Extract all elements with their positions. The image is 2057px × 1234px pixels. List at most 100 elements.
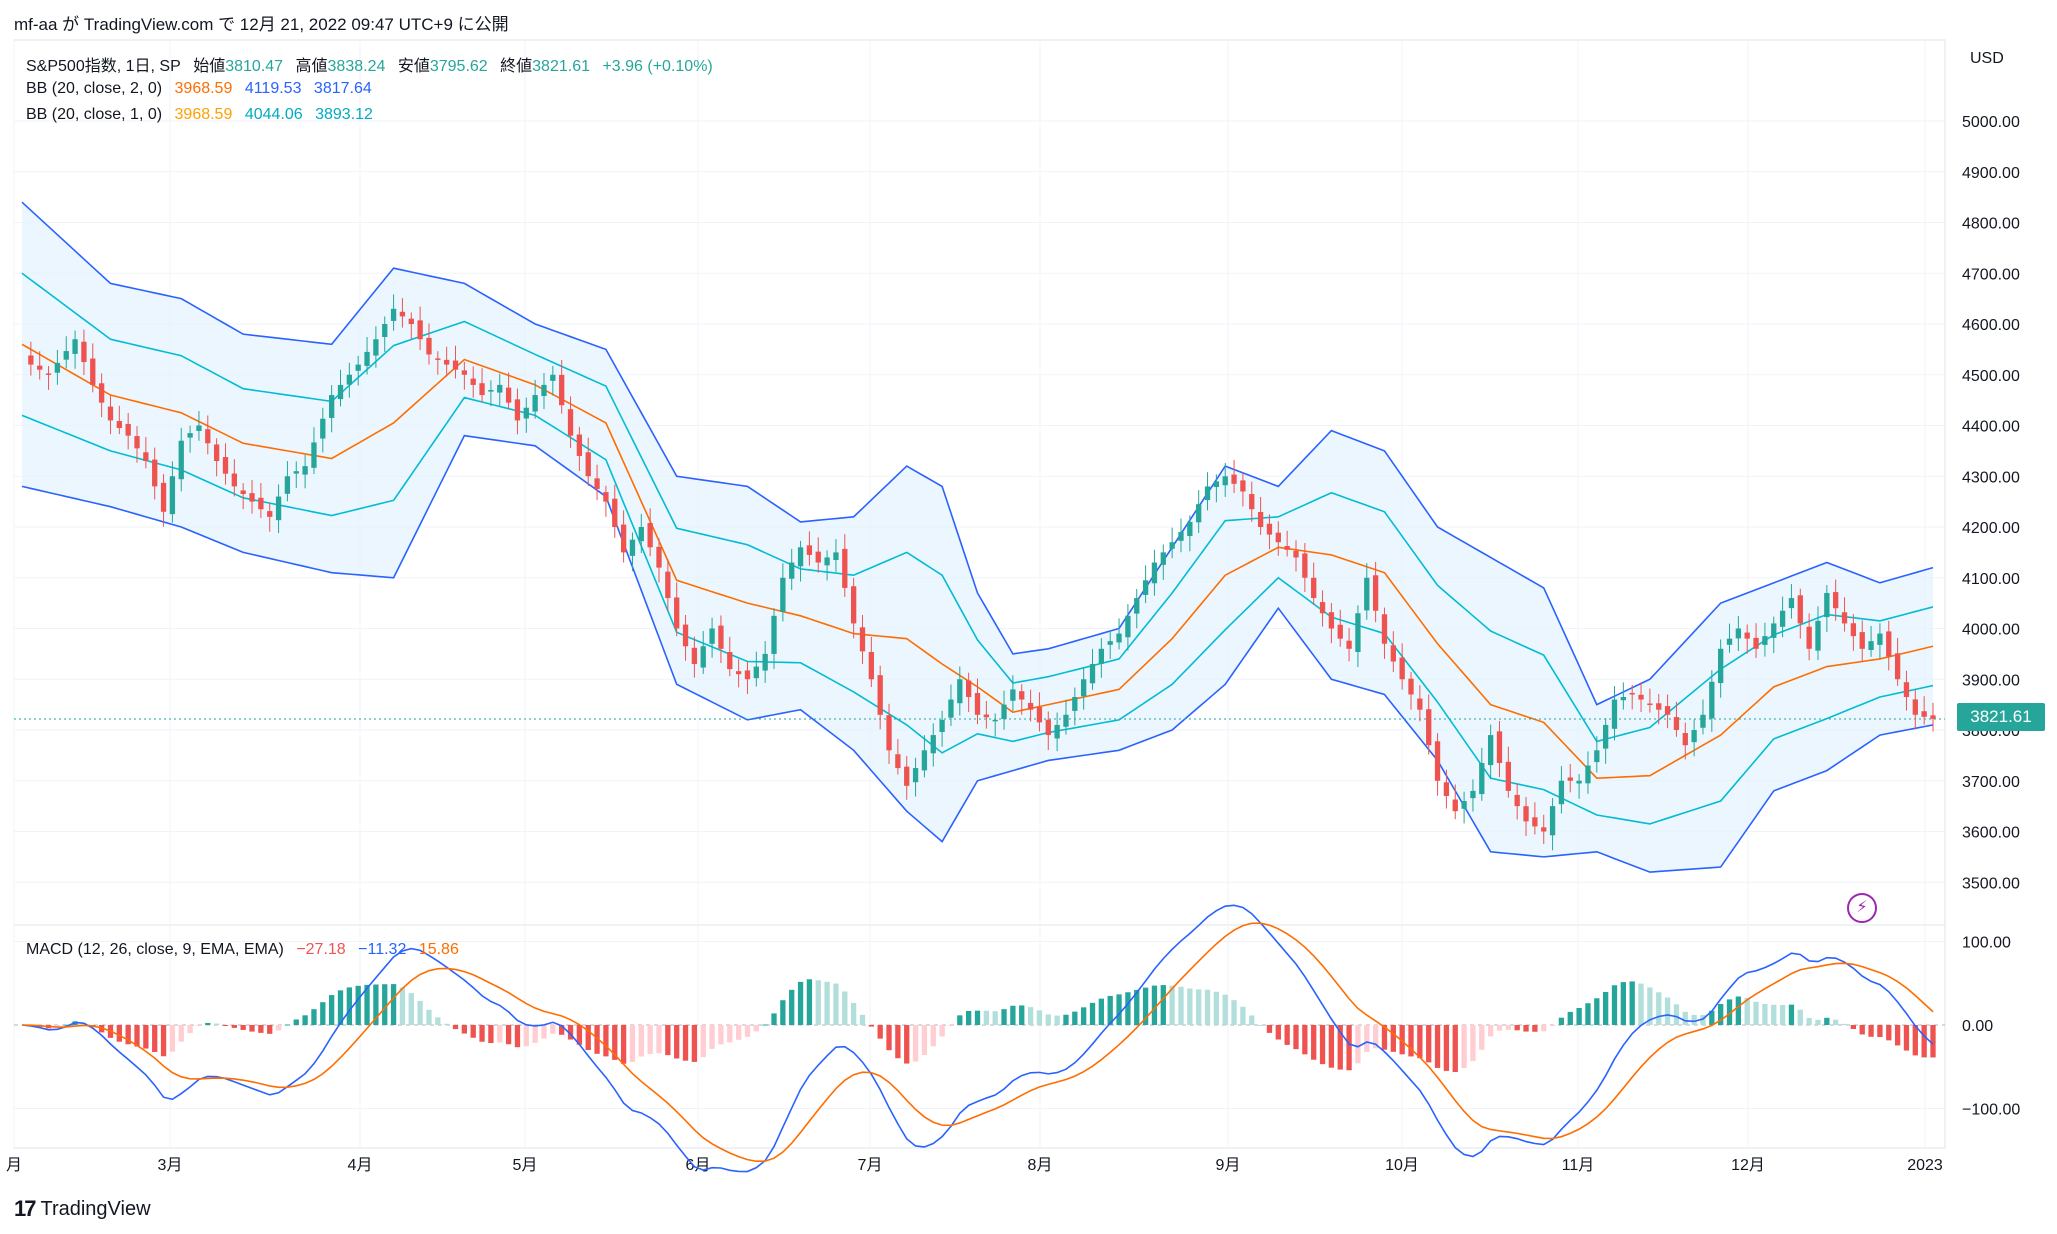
- macd-histogram-bar: [1647, 987, 1653, 1025]
- macd-histogram-bar: [125, 1025, 131, 1045]
- macd-histogram-bar: [629, 1025, 636, 1062]
- macd-histogram-bar: [1700, 1015, 1706, 1025]
- macd-histogram-bar: [116, 1025, 122, 1042]
- candle-body: [567, 409, 574, 436]
- macd-histogram-bar: [328, 995, 335, 1025]
- macd-histogram-bar: [240, 1025, 246, 1030]
- macd-histogram-bar: [974, 1010, 981, 1025]
- macd-histogram-bar: [1417, 1025, 1423, 1059]
- macd-histogram-bar: [1523, 1025, 1529, 1032]
- candle-body: [665, 571, 671, 599]
- candle-body: [957, 679, 963, 704]
- candle-body: [1833, 592, 1839, 609]
- candle-body: [1452, 799, 1458, 812]
- macd-histogram-bar: [293, 1019, 299, 1025]
- macd-histogram-bar: [1337, 1025, 1343, 1070]
- candle-body: [284, 476, 291, 494]
- candle-body: [559, 374, 565, 406]
- macd-histogram-bar: [1027, 1007, 1034, 1025]
- candle-body: [1576, 780, 1582, 784]
- currency-label[interactable]: USD: [1970, 50, 2004, 67]
- macd-histogram-bar: [638, 1025, 644, 1057]
- macd-histogram-bar: [620, 1025, 627, 1064]
- macd-histogram-bar: [1293, 1025, 1299, 1050]
- legend-close-label: 終値: [500, 58, 533, 75]
- legend-bb2-upper: 4119.53: [244, 80, 302, 97]
- candle-body: [771, 615, 777, 654]
- candle-body: [1894, 653, 1901, 680]
- macd-histogram-bar: [1169, 985, 1175, 1025]
- macd-histogram-bar: [1709, 1010, 1715, 1025]
- candle-body: [1275, 532, 1281, 543]
- candle-body: [532, 395, 538, 412]
- candle-body: [1753, 637, 1759, 649]
- candle-body: [143, 452, 149, 462]
- macd-histogram-bar: [320, 1002, 326, 1025]
- macd-histogram-bar: [497, 1025, 503, 1043]
- legend-open: 3810.47: [225, 58, 284, 75]
- candle-body: [1257, 512, 1264, 527]
- macd-histogram-bar: [868, 1025, 874, 1027]
- macd-histogram-bar: [594, 1025, 600, 1054]
- candle-body: [656, 546, 662, 568]
- macd-histogram-bar: [1726, 999, 1733, 1025]
- candle-body: [850, 586, 857, 624]
- macd-histogram-bar: [1514, 1025, 1520, 1031]
- brand-label: TradingView: [40, 1197, 151, 1220]
- lightning-icon[interactable]: ⚡: [1847, 893, 1877, 923]
- macd-histogram-bar: [1452, 1025, 1458, 1073]
- candle-body: [523, 407, 529, 419]
- macd-histogram-bar: [1081, 1007, 1087, 1025]
- legend-bb1[interactable]: BB (20, close, 1, 0) 3968.59 4044.06 389…: [26, 106, 381, 124]
- legend-macd[interactable]: MACD (12, 26, close, 9, EMA, EMA) −27.18…: [26, 941, 467, 959]
- candle-body: [1222, 476, 1228, 486]
- candle-body: [674, 597, 680, 629]
- candle-body: [1160, 552, 1166, 565]
- macd-histogram-bar: [488, 1025, 494, 1044]
- candle-body: [1142, 580, 1149, 595]
- candle-body: [231, 473, 237, 487]
- macd-histogram-bar: [1602, 991, 1609, 1025]
- macd-histogram-bar: [576, 1025, 583, 1045]
- macd-histogram-bar: [842, 991, 848, 1025]
- candle-body: [824, 557, 830, 566]
- candle-body: [364, 351, 370, 366]
- candle-body: [328, 395, 335, 418]
- macd-histogram-bar: [1134, 989, 1140, 1025]
- candle-body: [762, 653, 768, 671]
- macd-histogram-bar: [939, 1025, 945, 1037]
- macd-histogram-bar: [1753, 1001, 1759, 1025]
- price-tick-label: 4400.00: [1962, 419, 2020, 436]
- macd-histogram-bar: [780, 1000, 786, 1025]
- candle-body: [930, 735, 936, 754]
- macd-histogram-bar: [1319, 1025, 1326, 1065]
- candle-body: [1417, 698, 1423, 710]
- macd-histogram-bar: [1089, 1002, 1096, 1025]
- macd-histogram-bar: [311, 1009, 317, 1025]
- legend-symbol-name[interactable]: S&P500指数, 1日, SP: [26, 58, 181, 75]
- macd-histogram-bar: [169, 1025, 176, 1052]
- tradingview-brand[interactable]: 17 TradingView: [14, 1196, 151, 1222]
- candle-body: [213, 444, 220, 462]
- candle-body: [974, 693, 981, 715]
- macd-histogram-bar: [249, 1025, 255, 1032]
- candle-body: [1125, 615, 1131, 638]
- bollinger-fill: [22, 202, 1933, 873]
- price-tick-label: 4700.00: [1962, 266, 2020, 283]
- candle-body: [700, 646, 706, 668]
- legend-bb2[interactable]: BB (20, close, 2, 0) 3968.59 4119.53 381…: [26, 80, 380, 98]
- time-tick-label: 10月: [1385, 1157, 1419, 1174]
- macd-tick-label: 100.00: [1962, 935, 2011, 952]
- macd-histogram-bar: [1355, 1025, 1361, 1064]
- macd-histogram-bar: [1470, 1025, 1476, 1062]
- macd-histogram-bar: [1010, 1005, 1016, 1025]
- time-tick-label: 月: [6, 1157, 22, 1174]
- macd-histogram-bar: [603, 1025, 609, 1057]
- candle-body: [488, 389, 494, 392]
- macd-histogram-bar: [452, 1025, 459, 1030]
- macd-histogram-bar: [275, 1025, 282, 1031]
- candle-body: [134, 436, 140, 449]
- macd-histogram-bar: [1142, 987, 1149, 1025]
- candle-body: [1054, 724, 1060, 739]
